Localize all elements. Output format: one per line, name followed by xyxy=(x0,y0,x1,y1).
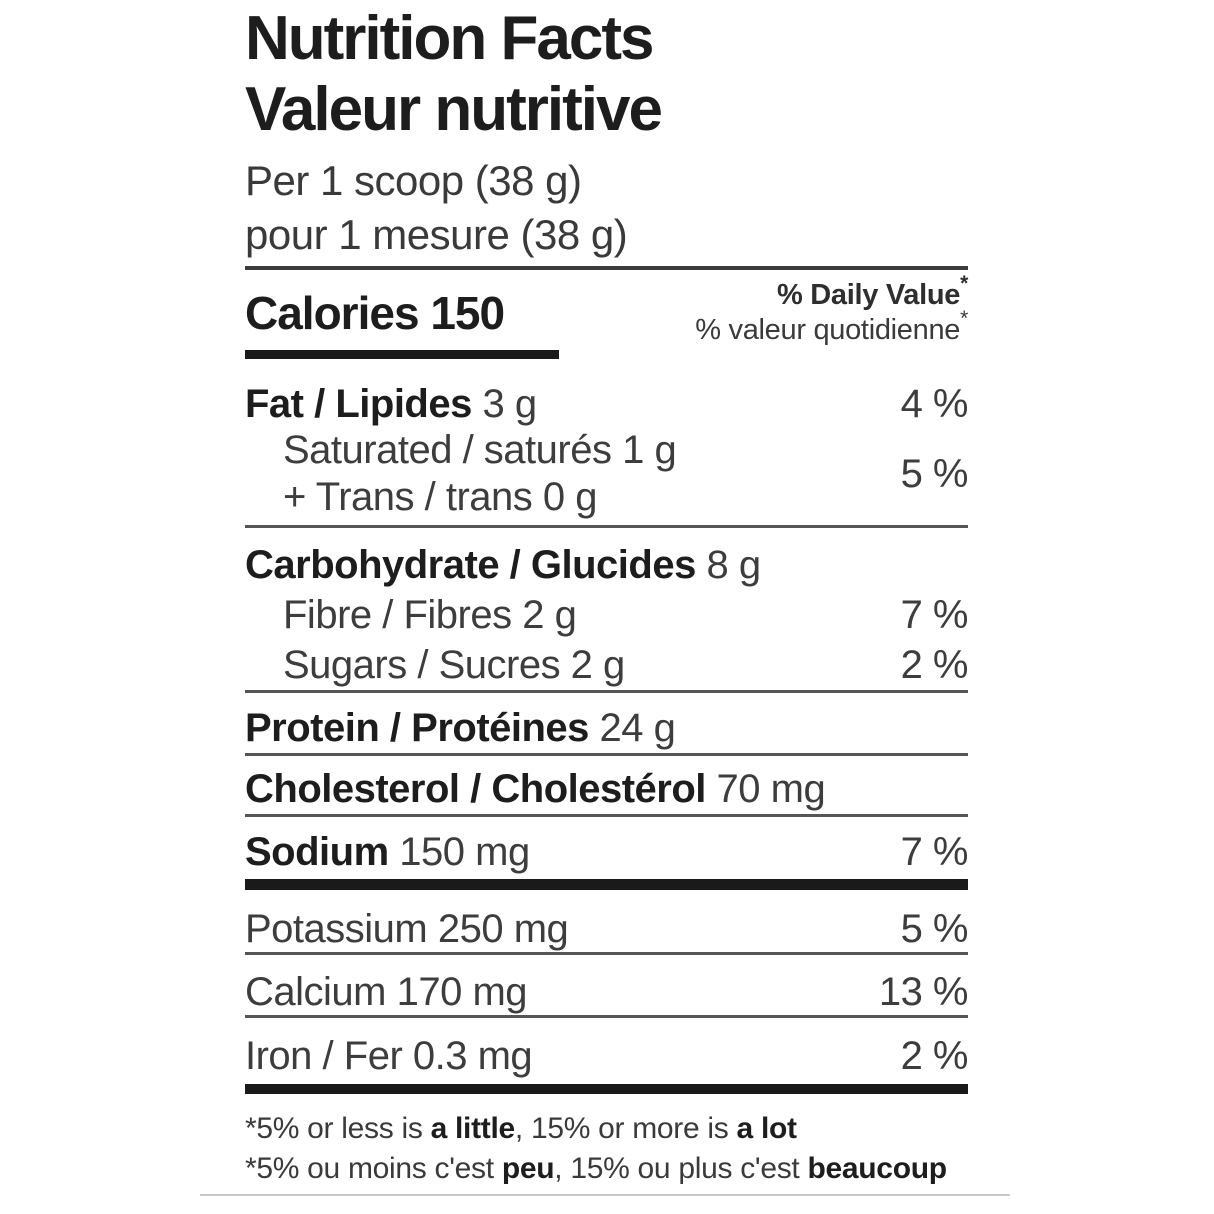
calories-label: Calories xyxy=(245,286,420,339)
fat-daily-value: 4 % xyxy=(900,381,969,426)
serving-size-french: pour 1 mesure (38 g) xyxy=(245,210,628,258)
asterisk: * xyxy=(960,271,968,295)
serving-size-english: Per 1 scoop (38 g) xyxy=(245,156,582,204)
calories-number: 150 xyxy=(430,286,505,339)
iron-daily-value: 2 % xyxy=(900,1033,969,1078)
saturated-trans-row: Saturated / saturés 1 g + Trans / trans … xyxy=(245,427,969,521)
daily-value-header-english: % Daily Value* xyxy=(777,271,968,311)
rule-after-fat xyxy=(245,524,968,528)
potassium-name: Potassium 250 mg xyxy=(245,906,569,951)
rule-after-carbohydrate xyxy=(245,689,968,693)
sodium-daily-value: 7 % xyxy=(900,829,969,874)
fibre-daily-value: 7 % xyxy=(900,592,969,637)
calories-underline-bar xyxy=(245,349,559,359)
protein-row: Protein / Protéines 24 g xyxy=(245,705,968,751)
saturated-trans-daily-value: 5 % xyxy=(900,451,969,496)
thick-bar-after-iron xyxy=(245,1083,968,1094)
iron-name: Iron / Fer 0.3 mg xyxy=(245,1033,533,1078)
sodium-row: Sodium 150 mg 7 % xyxy=(245,829,969,875)
calories-value: Calories 150 xyxy=(245,286,505,340)
rule-after-cholesterol xyxy=(245,813,968,817)
sugars-daily-value: 2 % xyxy=(900,642,969,687)
sodium-name: Sodium 150 mg xyxy=(245,829,530,874)
calcium-name: Calcium 170 mg xyxy=(245,969,528,1014)
rule-after-protein xyxy=(245,752,968,756)
calcium-daily-value: 13 % xyxy=(878,969,969,1014)
fibre-row: Fibre / Fibres 2 g 7 % xyxy=(245,592,969,638)
daily-value-header: % Daily Value* % valeur quotidienne* xyxy=(695,271,968,348)
sugars-name: Sugars / Sucres 2 g xyxy=(283,642,625,687)
potassium-row: Potassium 250 mg 5 % xyxy=(245,906,969,952)
rule-after-potassium xyxy=(245,951,968,955)
nutrition-facts-label: Nutrition Facts Valeur nutritive Per 1 s… xyxy=(245,4,969,1188)
daily-value-header-french: % valeur quotidienne* xyxy=(695,306,968,346)
fibre-name: Fibre / Fibres 2 g xyxy=(283,592,577,637)
fat-name: Fat / Lipides 3 g xyxy=(245,381,537,426)
page-bottom-divider xyxy=(200,1194,1010,1196)
sugars-row: Sugars / Sucres 2 g 2 % xyxy=(245,642,969,688)
cholesterol-row: Cholesterol / Cholestérol 70 mg xyxy=(245,766,968,812)
trans-fat-line: + Trans / trans 0 g xyxy=(283,474,598,519)
protein-name: Protein / Protéines 24 g xyxy=(245,705,676,750)
carbohydrate-row: Carbohydrate / Glucides 8 g xyxy=(245,542,968,588)
saturated-fat-line: Saturated / saturés 1 g xyxy=(283,427,677,472)
calcium-row: Calcium 170 mg 13 % xyxy=(245,969,969,1015)
saturated-trans-names: Saturated / saturés 1 g + Trans / trans … xyxy=(245,427,677,521)
carbohydrate-name: Carbohydrate / Glucides 8 g xyxy=(245,542,761,587)
footnote-french: *5% ou moins c'est peu, 15% ou plus c'es… xyxy=(245,1151,947,1185)
rule-after-calcium xyxy=(245,1014,968,1018)
iron-row: Iron / Fer 0.3 mg 2 % xyxy=(245,1033,969,1079)
footnote-english: *5% or less is a little, 15% or more is … xyxy=(245,1111,797,1145)
asterisk: * xyxy=(960,306,968,330)
potassium-daily-value: 5 % xyxy=(900,906,969,951)
title-english: Nutrition Facts xyxy=(245,4,654,73)
header-rule xyxy=(245,265,968,270)
fat-row: Fat / Lipides 3 g 4 % xyxy=(245,381,969,427)
thick-bar-after-sodium xyxy=(245,878,968,890)
title-french: Valeur nutritive xyxy=(245,74,663,144)
calories-row: Calories 150 % Daily Value* % valeur quo… xyxy=(245,271,968,348)
cholesterol-name: Cholesterol / Cholestérol 70 mg xyxy=(245,766,826,811)
